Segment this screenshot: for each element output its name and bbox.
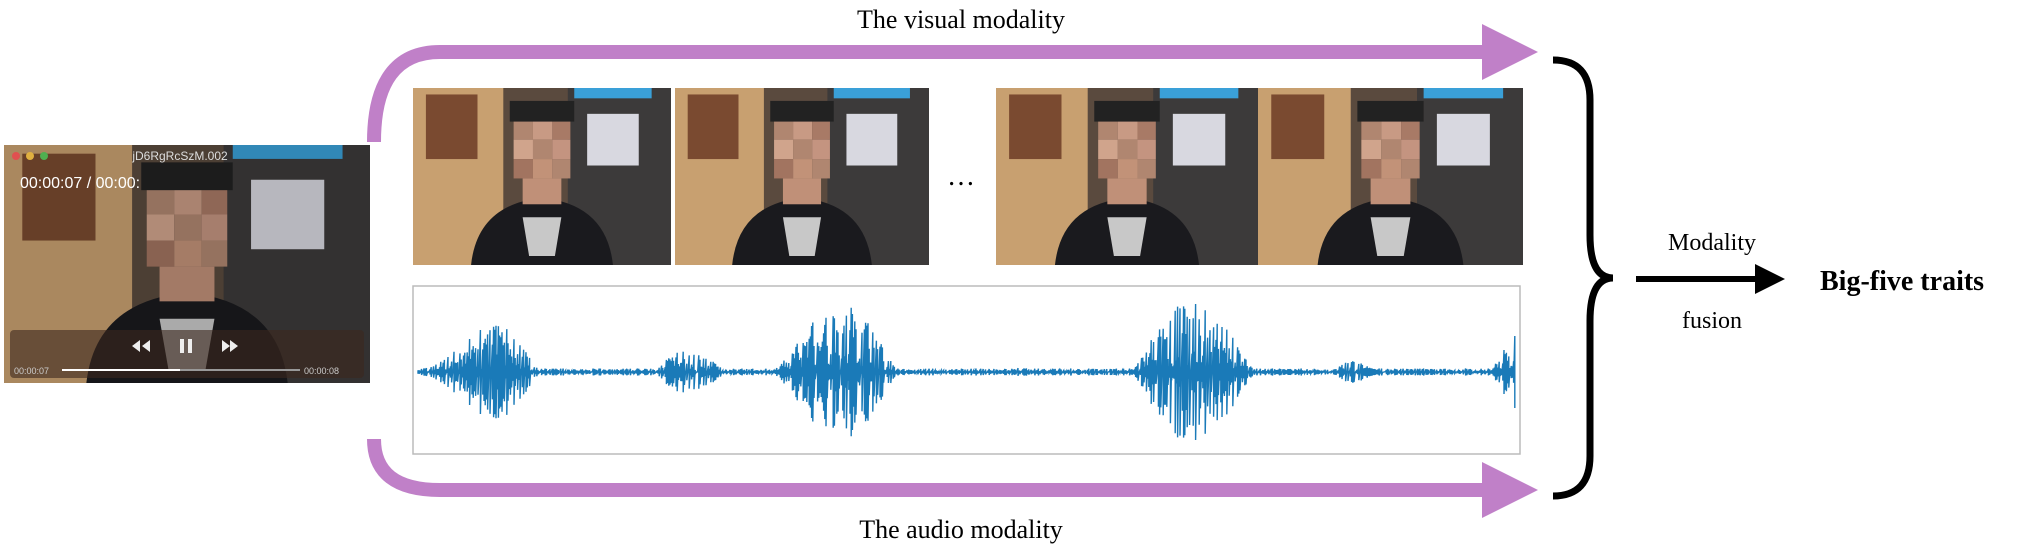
brace: [1552, 56, 1614, 500]
fusion-line2: fusion: [1682, 308, 1742, 334]
audio-label: The audio modality: [859, 515, 1063, 544]
frame: [675, 88, 929, 265]
audio-arrow: [367, 438, 1538, 518]
video-player: jD6RgRcSzM.002 00:00:07 / 00:00: 00:00:0…: [4, 145, 370, 383]
ellipsis: …: [947, 161, 975, 192]
waveform: [417, 303, 1516, 441]
frame: [1258, 88, 1523, 265]
player-duration: 00:00:08: [304, 366, 339, 376]
player-time: 00:00:07 / 00:00:: [20, 175, 140, 192]
player-title: jD6RgRcSzM.002: [131, 149, 228, 163]
output-label: Big-five traits: [1820, 266, 1984, 297]
frame: [996, 88, 1258, 265]
visual-arrow: [367, 24, 1538, 143]
visual-label: The visual modality: [857, 5, 1065, 34]
frame: [413, 88, 671, 265]
fusion-line1: Modality: [1668, 230, 1756, 256]
player-elapsed: 00:00:07: [14, 366, 49, 376]
